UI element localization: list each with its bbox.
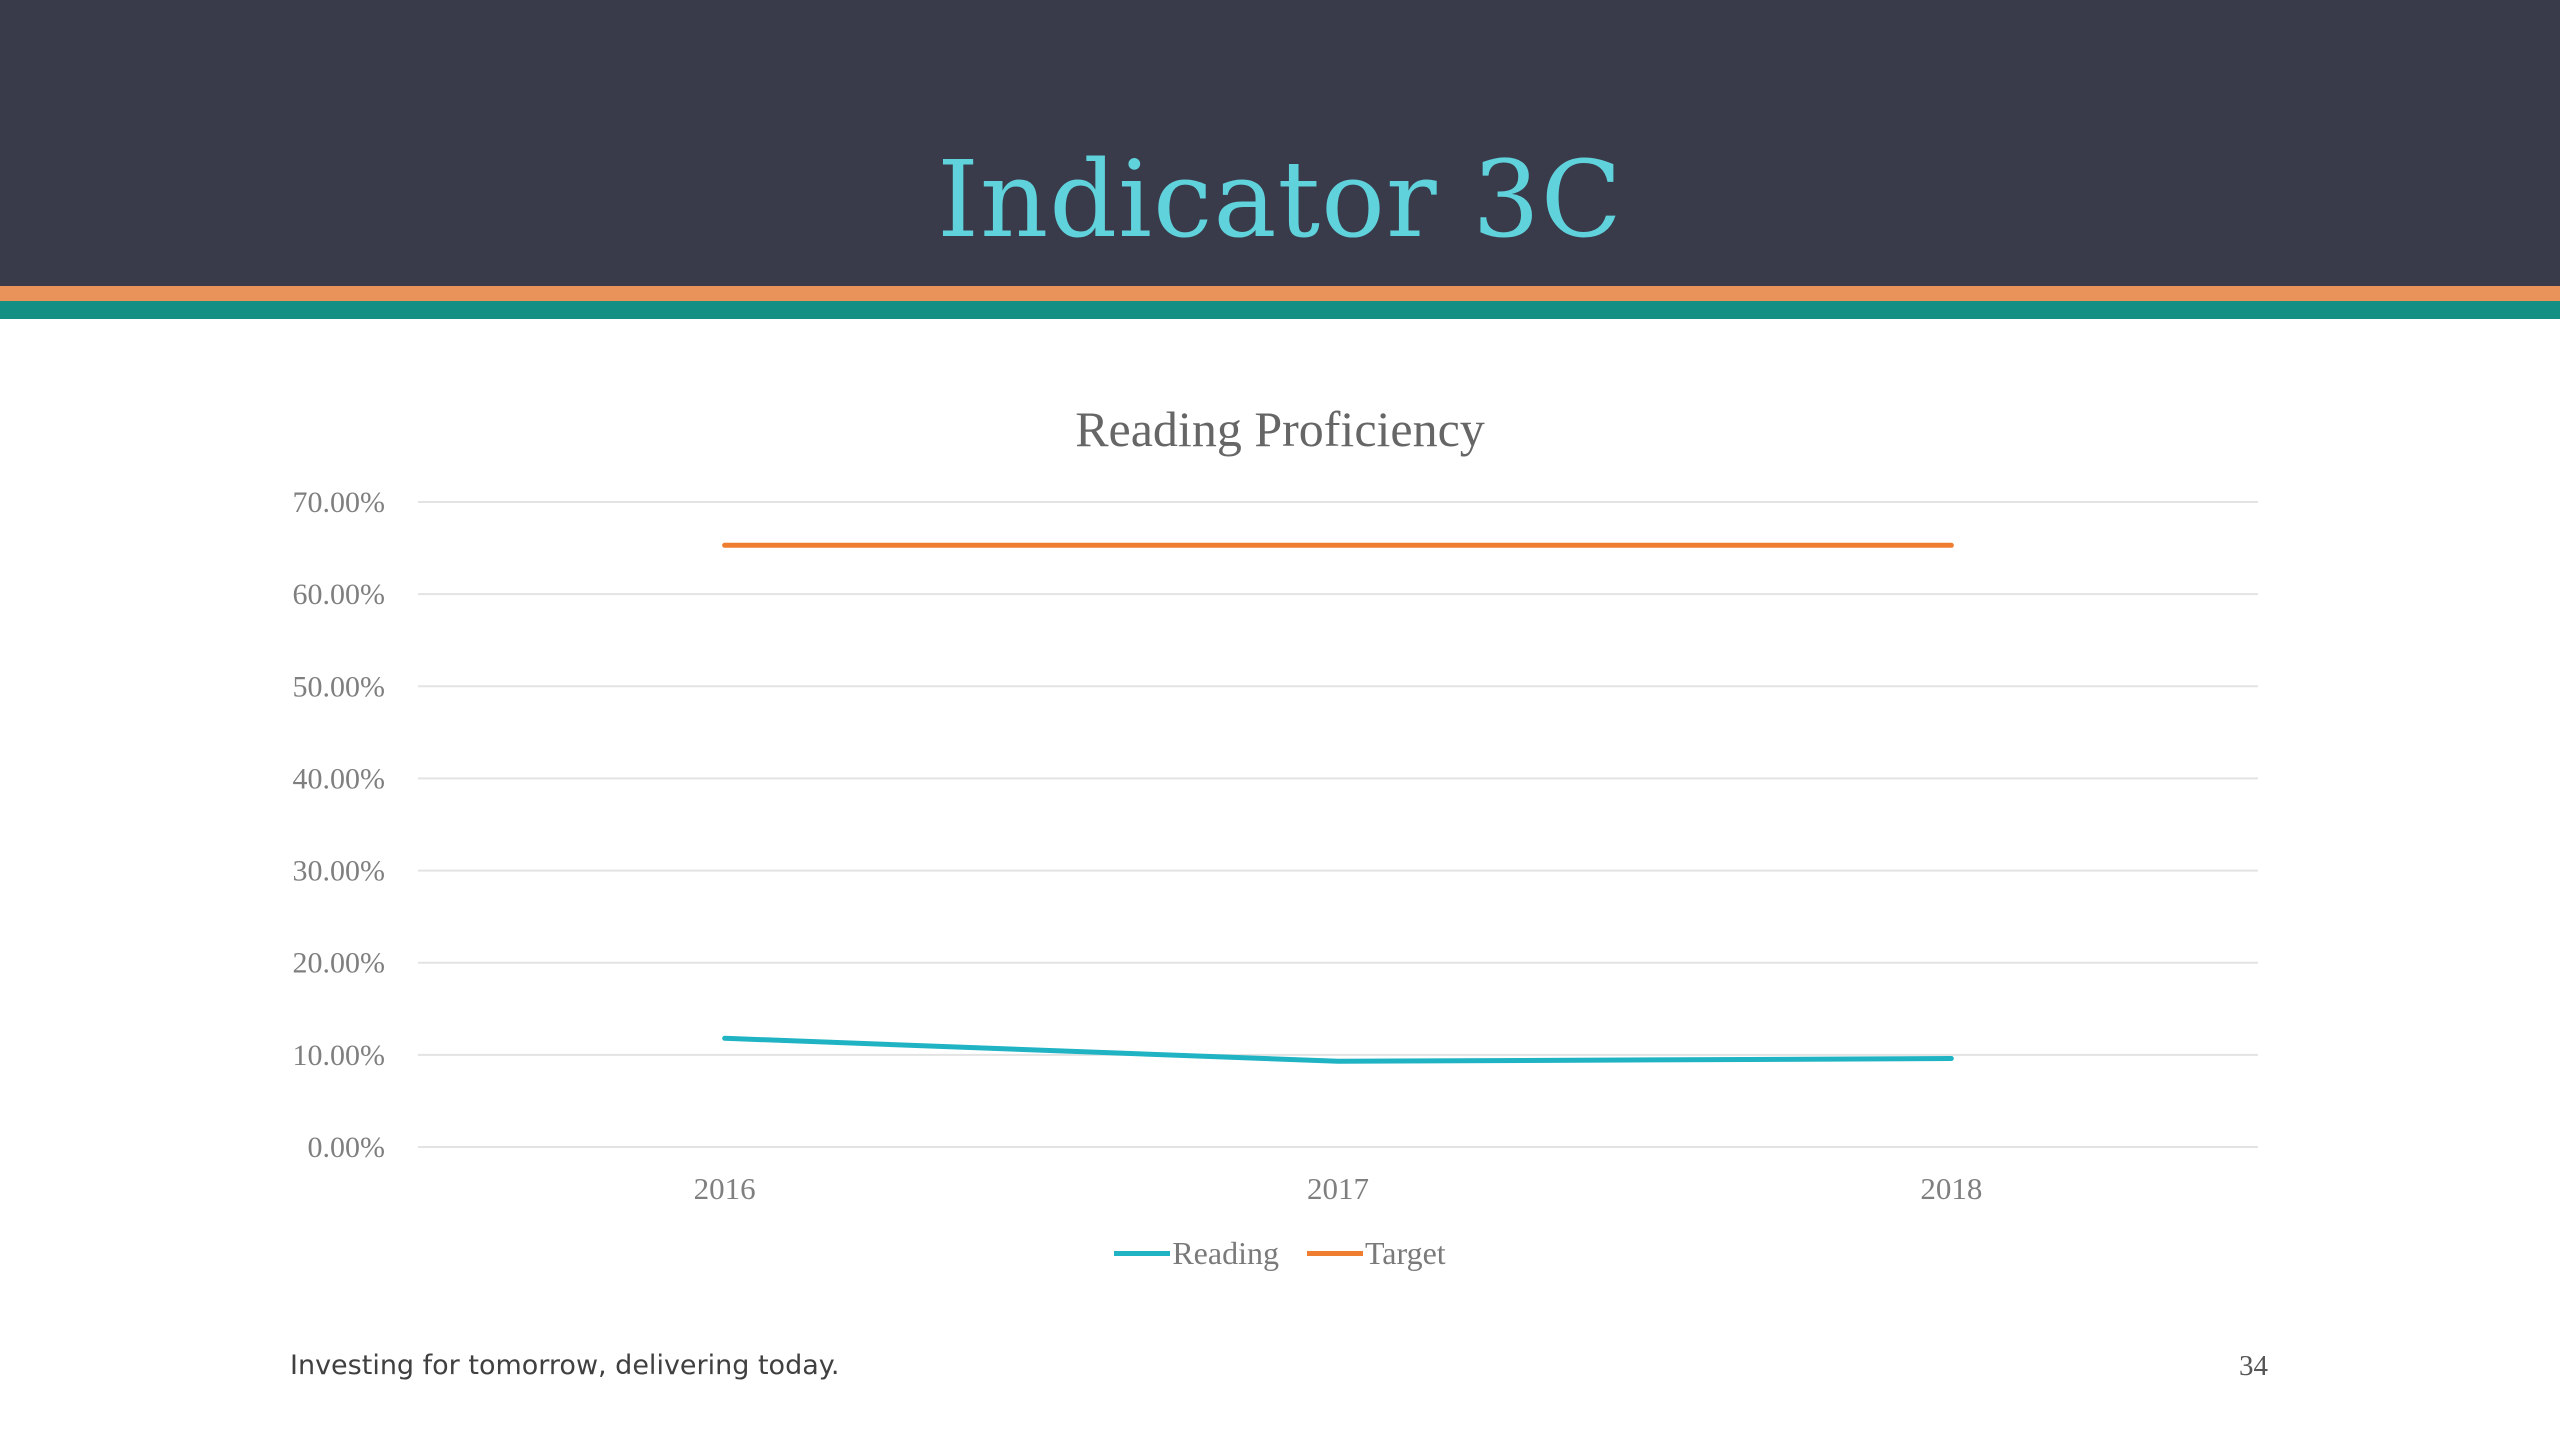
legend-item-reading: Reading [1114, 1235, 1279, 1272]
legend-label: Target [1364, 1234, 1446, 1271]
slide-header [0, 0, 2560, 286]
slide-title: Indicator 3C [937, 138, 1623, 261]
y-tick-label: 10.00% [293, 1039, 386, 1072]
x-tick-label: 2016 [694, 1171, 756, 1206]
header-stripe-orange [0, 286, 2560, 301]
y-tick-label: 50.00% [293, 670, 386, 703]
y-axis-tick-labels: 0.00% 10.00% 20.00% 30.00% 40.00% 50.00% 60.00… [293, 486, 386, 1164]
y-tick-label: 40.00% [293, 762, 386, 795]
x-tick-label: 2018 [1920, 1171, 1982, 1206]
chart-legend: Reading Target [0, 1228, 2560, 1278]
y-tick-label: 30.00% [293, 855, 386, 888]
legend-swatch [1114, 1250, 1171, 1256]
footer-tagline: Investing for tomorrow, delivering today… [290, 1350, 840, 1381]
legend-swatch [1306, 1250, 1363, 1256]
y-tick-label: 20.00% [293, 947, 386, 980]
y-tick-label: 70.00% [293, 486, 386, 519]
gridlines [418, 501, 2258, 1148]
legend-label: Reading [1172, 1234, 1279, 1271]
y-tick-label: 0.00% [308, 1131, 386, 1164]
x-tick-label: 2017 [1307, 1171, 1369, 1206]
legend-item-target: Target [1306, 1234, 1446, 1272]
x-axis-tick-labels: 2016 2017 2018 [694, 1171, 1983, 1206]
header-stripe-teal [0, 301, 2560, 319]
page-number: 34 [2239, 1350, 2268, 1382]
y-tick-label: 60.00% [293, 578, 386, 611]
series-lines [722, 542, 1954, 1064]
series-line-reading [722, 1035, 1954, 1064]
chart-title: Reading Proficiency [1075, 401, 1485, 457]
